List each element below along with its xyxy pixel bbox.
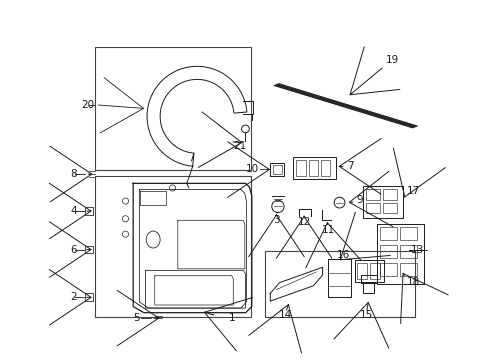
- Text: 16: 16: [336, 250, 349, 260]
- Bar: [363, 283, 373, 293]
- Text: 12: 12: [297, 217, 310, 227]
- Text: 18: 18: [407, 277, 420, 287]
- Bar: [357, 264, 366, 279]
- Text: 15: 15: [359, 310, 372, 320]
- Text: 11: 11: [321, 225, 334, 235]
- Text: 21: 21: [233, 141, 246, 150]
- Bar: [400, 245, 416, 258]
- Bar: [272, 165, 281, 174]
- Bar: [354, 260, 384, 282]
- Text: 6: 6: [70, 244, 77, 255]
- Bar: [400, 227, 416, 240]
- Bar: [321, 160, 329, 176]
- Text: 7: 7: [346, 161, 353, 171]
- Text: 1: 1: [228, 313, 235, 323]
- Text: 14: 14: [279, 310, 292, 320]
- Bar: [365, 203, 379, 213]
- Bar: [383, 189, 396, 199]
- Text: 10: 10: [245, 165, 258, 175]
- Bar: [383, 203, 396, 213]
- Bar: [379, 227, 396, 240]
- Bar: [296, 160, 305, 176]
- Bar: [95, 176, 250, 316]
- Bar: [362, 186, 402, 218]
- Bar: [85, 207, 93, 215]
- Text: 9: 9: [356, 195, 363, 205]
- Bar: [369, 264, 380, 279]
- Text: 20: 20: [81, 100, 95, 110]
- Bar: [85, 246, 93, 253]
- Bar: [400, 263, 416, 276]
- Text: 2: 2: [70, 292, 77, 302]
- Bar: [95, 47, 250, 170]
- Bar: [85, 293, 93, 301]
- Bar: [379, 263, 396, 276]
- Bar: [379, 245, 396, 258]
- Text: 13: 13: [409, 244, 423, 255]
- Bar: [376, 224, 424, 284]
- Bar: [264, 251, 414, 316]
- Text: 5: 5: [132, 313, 139, 323]
- Bar: [365, 189, 379, 199]
- Text: 17: 17: [407, 186, 420, 196]
- Bar: [308, 160, 317, 176]
- Text: 3: 3: [272, 215, 279, 225]
- Bar: [327, 259, 350, 297]
- Bar: [360, 275, 376, 283]
- Bar: [293, 157, 335, 179]
- Text: 8: 8: [70, 169, 77, 179]
- Bar: [270, 163, 284, 176]
- Text: 4: 4: [70, 206, 77, 216]
- Text: 19: 19: [385, 55, 398, 65]
